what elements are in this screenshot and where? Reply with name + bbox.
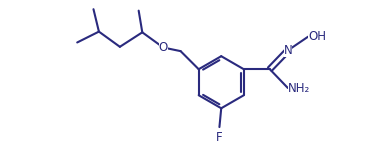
Text: OH: OH [309,30,327,43]
Text: F: F [216,131,223,144]
Text: NH₂: NH₂ [288,81,311,94]
Text: O: O [158,41,168,54]
Text: N: N [283,44,292,57]
